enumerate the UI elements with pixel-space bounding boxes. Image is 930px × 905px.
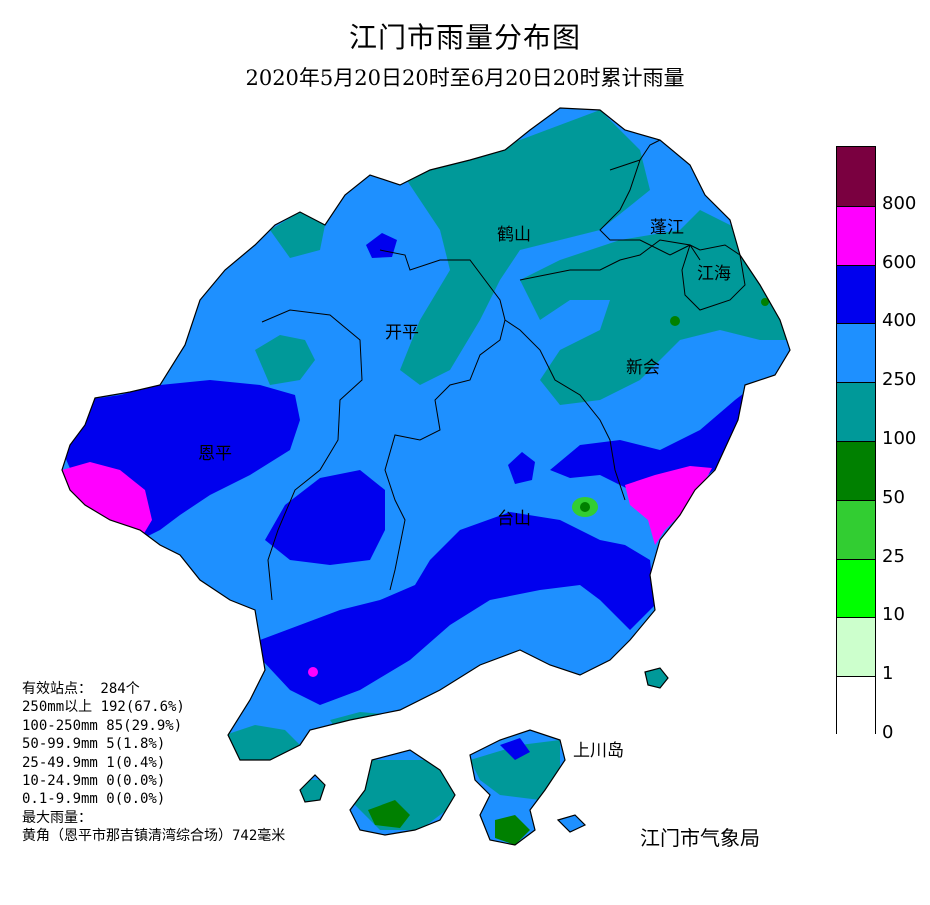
stats-max-label: 最大雨量： xyxy=(22,809,92,826)
rain-zone-50-100-xinhui xyxy=(670,316,680,326)
place-label-pengjiang: 蓬江 xyxy=(650,218,684,238)
legend-bin xyxy=(837,382,875,441)
legend-bin xyxy=(837,264,875,324)
boundary-jianghai xyxy=(681,244,746,311)
legend-bin xyxy=(837,205,875,265)
place-label-xinhui: 新会 xyxy=(626,358,660,378)
stats-01-9: 0.1-9.9mm 0(0.0%) xyxy=(22,791,166,808)
rain-zone-50-100-island xyxy=(368,800,410,828)
legend-label: 50 xyxy=(882,486,905,508)
stats-10-24: 10-24.9mm 0(0.0%) xyxy=(22,773,166,790)
legend-label: 10 xyxy=(882,604,905,626)
stats-station-count: 有效站点： 284个 xyxy=(22,681,140,697)
legend-label: 0 xyxy=(882,722,894,743)
rain-zone-100-250-island xyxy=(355,760,460,830)
legend-label: 400 xyxy=(882,310,917,332)
legend-bin xyxy=(837,441,875,500)
rain-zone-100-250-shangchuan xyxy=(470,740,560,800)
stats-250-plus: 250mm以上 192(67.6%) xyxy=(22,699,185,716)
rain-zone-100-250-nw xyxy=(270,212,325,258)
legend-label: 800 xyxy=(882,192,917,214)
rain-zone-400-600-spot xyxy=(508,452,535,484)
station-stats: 有效站点： 284个 250mm以上 192(67.6%) 100-250mm … xyxy=(22,680,285,846)
place-label-jianghai: 江海 xyxy=(697,264,731,284)
legend-label: 25 xyxy=(882,545,905,567)
legend-bin xyxy=(837,499,875,559)
rain-zone-600-800-dot xyxy=(308,667,318,677)
legend-bin xyxy=(837,617,875,677)
stats-max-value: 黄角（恩平市那吉镇清湾综合场）742毫米 xyxy=(22,828,286,845)
legend-bin xyxy=(837,676,875,735)
rain-zone-100-250-xinhui xyxy=(520,210,790,405)
place-label-enping: 恩平 xyxy=(198,444,232,464)
stats-100-250: 100-250mm 85(29.9%) xyxy=(22,717,183,734)
rain-zone-100-250-kaiping xyxy=(255,335,315,385)
rainfall-legend xyxy=(836,146,876,735)
boundary-kaiping-taishan xyxy=(379,249,506,591)
place-label-kaiping: 开平 xyxy=(385,323,419,343)
rain-zone-600-800-east xyxy=(625,466,712,545)
legend-label: 600 xyxy=(882,251,917,273)
stats-25-49: 25-49.9mm 1(0.4%) xyxy=(22,754,166,771)
rain-zone-400-600-centre xyxy=(265,470,385,565)
boundary-xinhui-taishan xyxy=(504,319,626,501)
rain-zone-400-600-taishan xyxy=(260,512,655,705)
map-subtitle: 2020年5月20日20时至6月20日20时累计雨量 xyxy=(245,66,685,90)
legend-bin xyxy=(837,147,875,206)
place-label-taishan: 台山 xyxy=(497,509,531,529)
boundary-enping-kaiping xyxy=(261,309,363,601)
legend-label: 250 xyxy=(882,369,917,391)
stats-50-99: 50-99.9mm 5(1.8%) xyxy=(22,736,166,753)
legend-bin xyxy=(837,323,875,383)
place-label-heshan: 鹤山 xyxy=(497,225,531,245)
rain-zone-600-800-west xyxy=(62,462,152,540)
agency-name: 江门市气象局 xyxy=(640,826,760,850)
legend-bin xyxy=(837,558,875,618)
legend-label: 100 xyxy=(882,428,917,449)
rain-zone-50-100-shangchuan xyxy=(495,815,530,845)
rain-zone-50-100-spot xyxy=(580,502,590,512)
rain-zone-50-100-east xyxy=(761,298,769,306)
place-label-shangchuan: 上川岛 xyxy=(573,741,624,761)
legend-label: 1 xyxy=(882,663,894,685)
boundary-heshan-xinhui xyxy=(519,239,701,281)
boundary-pengjiang xyxy=(599,139,691,256)
map-title: 江门市雨量分布图 xyxy=(348,21,581,54)
county-boundaries xyxy=(261,139,746,601)
rain-zone-400-600-shangchuan xyxy=(500,738,530,760)
rain-zone-100-250-heshan xyxy=(400,110,650,385)
